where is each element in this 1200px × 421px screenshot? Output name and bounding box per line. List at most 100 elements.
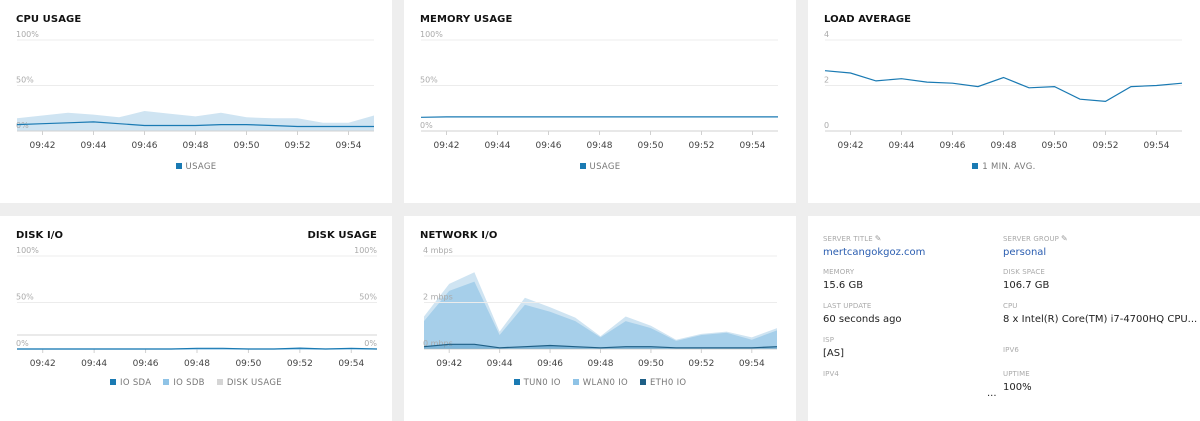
- x-tick-label: 09:42: [30, 141, 56, 151]
- legend-swatch: [572, 379, 579, 385]
- cpu-field: CPU 8 x Intel(R) Core(TM) i7-4700HQ CPU.…: [1003, 302, 1197, 325]
- uptime-label: UPTIME: [1003, 370, 1030, 378]
- memory-label: MEMORY: [823, 268, 855, 276]
- legend-item[interactable]: USAGE: [175, 162, 217, 172]
- x-tick-label: 09:48: [991, 141, 1017, 151]
- x-tick-label: 09:50: [1042, 141, 1068, 151]
- server-group-value[interactable]: personal: [1003, 247, 1047, 258]
- memory-field: MEMORY 15.6 GB: [823, 268, 863, 291]
- io-sda-line: [17, 347, 378, 350]
- y-tick-label: 0%: [420, 121, 433, 130]
- panel-title: DISK I/O: [16, 230, 64, 241]
- y-tick-label-right: 50%: [359, 293, 377, 302]
- x-tick-label: 09:42: [838, 141, 864, 151]
- y-tick-label-right: 0%: [364, 339, 377, 348]
- x-tick-label: 09:52: [287, 359, 313, 369]
- x-tick-label: 09:46: [940, 141, 966, 151]
- disk-io-panel: DISK I/O DISK USAGE 100% 50% 0% 100% 50% 0% 09…: [0, 216, 392, 421]
- panel-title: MEMORY USAGE: [420, 14, 513, 25]
- cpu-usage-chart: 100% 50% 0% 09:42 09:44 09:46 09:48 09:50 09:52 0…: [16, 30, 374, 151]
- legend-item[interactable]: ETH0 IO: [640, 378, 686, 388]
- x-tick-label: 09:54: [338, 359, 364, 369]
- x-tick-label: 09:48: [183, 141, 209, 151]
- uptime-field: UPTIME 100%: [1003, 370, 1032, 393]
- panel-title: LOAD AVERAGE: [824, 14, 912, 25]
- x-tick-label: 09:46: [536, 141, 562, 151]
- memory-usage-panel: MEMORY USAGE 100% 50% 0% 09:42 09:44 09:46 09:…: [404, 0, 796, 203]
- memory-usage-chart: 100% 50% 0% 09:42 09:44 09:46 09:48 09:50 09:52 0…: [420, 30, 778, 151]
- isp-value: [AS]: [823, 348, 844, 359]
- ipv4-label: IPV4: [823, 370, 839, 378]
- server-info-panel: SERVER TITLE ✎ mertcangokgoz.com SERVER G…: [808, 216, 1200, 421]
- chart-legend: USAGE: [404, 162, 796, 172]
- isp-label: ISP: [823, 336, 835, 344]
- legend-item[interactable]: USAGE: [579, 162, 621, 172]
- y-tick-label: 4: [824, 30, 829, 39]
- last-update-field: LAST UPDATE 60 seconds ago: [823, 302, 902, 325]
- cpu-value: 8 x Intel(R) Core(TM) i7-4700HQ CPU...: [1003, 314, 1198, 325]
- x-tick-label: 09:44: [81, 141, 107, 151]
- x-tick-label: 09:46: [132, 141, 158, 151]
- chart-legend: USAGE: [0, 162, 392, 172]
- y-tick-label-right: 100%: [354, 246, 377, 255]
- legend-item[interactable]: IO SDA: [110, 378, 151, 388]
- legend-item[interactable]: TUN0 IO: [513, 378, 561, 388]
- legend-label: DISK USAGE: [226, 378, 282, 388]
- legend-item[interactable]: IO SDB: [163, 378, 205, 388]
- y-tick-label: 0: [824, 121, 829, 130]
- y-tick-label: 2 mbps: [423, 293, 453, 302]
- legend-label: TUN0 IO: [523, 378, 561, 388]
- legend-swatch: [513, 379, 520, 385]
- pencil-icon[interactable]: ✎: [1061, 234, 1068, 243]
- pencil-icon[interactable]: ✎: [874, 234, 882, 243]
- x-tick-label: 09:44: [485, 141, 511, 151]
- network-io-chart: 4 mbps 2 mbps 0 mbps 09:42 09:44 09:46 09:48 09…: [423, 246, 778, 369]
- load-average-chart: 4 2 0 09:42 09:44 09:46 09:48 09:50 09:52 09:54: [824, 30, 1183, 151]
- legend-swatch: [579, 163, 586, 169]
- panel-title: CPU USAGE: [16, 14, 82, 25]
- x-tick-label: 09:42: [30, 359, 56, 369]
- x-tick-label: 09:54: [740, 141, 766, 151]
- x-tick-label: 09:46: [537, 359, 563, 369]
- uptime-value: 100%: [1003, 382, 1032, 393]
- y-tick-label: 100%: [16, 246, 39, 255]
- legend-item[interactable]: 1 MIN. AVG.: [972, 162, 1035, 172]
- legend-swatch: [175, 163, 182, 169]
- y-tick-label: 0 mbps: [423, 339, 453, 348]
- ipv4-value: ...: [987, 388, 997, 399]
- chart-legend: IO SDA IO SDB DISK USAGE: [0, 378, 392, 388]
- x-tick-label: 09:48: [184, 359, 210, 369]
- x-tick-label: 09:44: [487, 359, 513, 369]
- x-tick-label: 09:50: [235, 359, 261, 369]
- cpu-range-area: [17, 111, 374, 131]
- y-tick-label: 0%: [16, 339, 29, 348]
- memory-value: 15.6 GB: [823, 280, 864, 291]
- legend-label: USAGE: [185, 162, 217, 172]
- cpu-usage-panel: CPU USAGE 100% 50% 0% 09:42 09:44 09:46 09:48 0…: [0, 0, 392, 203]
- legend-swatch: [972, 163, 979, 169]
- legend-item[interactable]: WLAN0 IO: [572, 378, 628, 388]
- legend-label: USAGE: [589, 162, 621, 172]
- legend-label: IO SDB: [173, 378, 205, 388]
- last-update-value: 60 seconds ago: [823, 314, 902, 325]
- network-io-panel: NETWORK I/O 4 mbps 2 mbps 0 mbps 09:42 09:44…: [404, 216, 796, 421]
- x-tick-label: 09:42: [436, 359, 462, 369]
- legend-swatch: [163, 379, 170, 385]
- legend-swatch: [640, 379, 647, 385]
- y-tick-label: 4 mbps: [423, 246, 453, 255]
- x-tick-label: 09:54: [739, 359, 765, 369]
- ipv4-field: IPV4: [823, 370, 839, 378]
- x-tick-label: 09:46: [133, 359, 159, 369]
- server-title-label: SERVER TITLE: [823, 235, 873, 243]
- x-tick-label: 09:44: [889, 141, 915, 151]
- x-tick-label: 09:48: [587, 141, 613, 151]
- chart-legend: 1 MIN. AVG.: [808, 162, 1200, 172]
- x-tick-label: 09:48: [588, 359, 614, 369]
- x-tick-label: 09:52: [285, 141, 311, 151]
- isp-field: ISP [AS]: [823, 336, 844, 359]
- server-title-value[interactable]: mertcangokgoz.com: [823, 247, 926, 258]
- legend-label: 1 MIN. AVG.: [982, 162, 1036, 172]
- legend-item[interactable]: DISK USAGE: [216, 378, 282, 388]
- legend-label: ETH0 IO: [650, 378, 687, 388]
- y-tick-label: 50%: [16, 76, 34, 85]
